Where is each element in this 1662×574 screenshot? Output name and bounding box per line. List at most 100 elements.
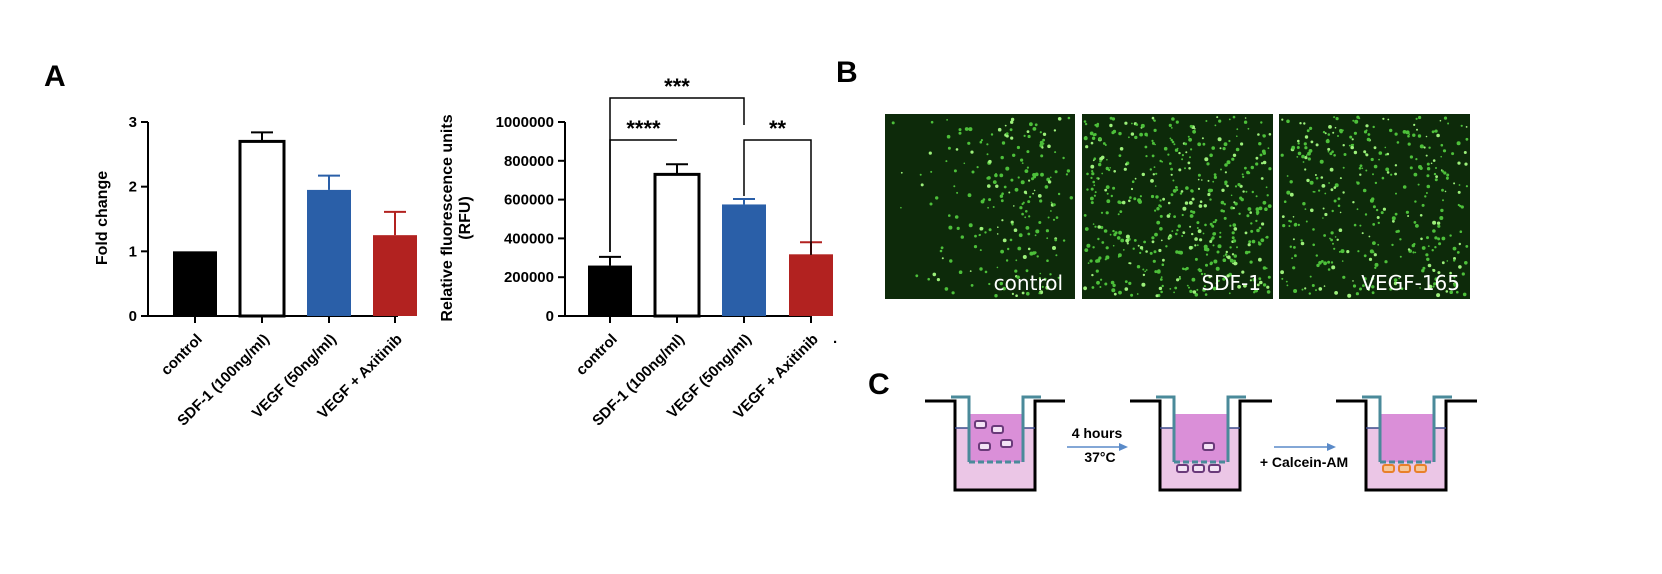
fluorescent-cell — [1426, 167, 1431, 171]
insert — [1156, 395, 1176, 462]
y-tick-label: 400000 — [504, 230, 554, 247]
fluorescent-cell — [1025, 269, 1029, 273]
fluorescent-cell — [1159, 278, 1163, 281]
fluorescent-cell — [1441, 261, 1445, 265]
fluorescent-cell — [1382, 117, 1385, 120]
fluorescent-cell — [1202, 288, 1206, 292]
micrograph-vegf165: VEGF-165 — [1279, 114, 1470, 299]
fluorescent-cell — [1000, 199, 1004, 203]
fluorescent-cell — [1353, 131, 1357, 135]
fluorescent-cell — [1091, 273, 1094, 277]
fluorescent-cell — [1292, 238, 1295, 241]
labeled-cell — [1414, 464, 1427, 473]
fluorescent-cell — [1000, 249, 1004, 254]
fluorescent-cell — [1330, 188, 1334, 192]
fluorescent-cell — [1233, 261, 1238, 266]
fluorescent-cell — [1255, 207, 1260, 212]
fluorescent-cell — [1032, 192, 1034, 195]
fluorescent-cell — [1267, 204, 1272, 209]
fluorescent-cell — [1332, 131, 1335, 134]
rfu-chart: Relative fluorescence units(RFU) . 0 2000… — [439, 74, 837, 429]
fluorescent-cell — [1365, 124, 1369, 128]
fluorescent-cell — [1303, 122, 1306, 125]
fluorescent-cell — [1337, 135, 1339, 137]
fluorescent-cell — [1322, 217, 1324, 219]
fluorescent-cell — [1371, 285, 1375, 289]
fluorescent-cell — [958, 131, 962, 135]
fluorescent-cell — [1250, 165, 1255, 170]
fluorescent-cell — [1367, 133, 1371, 136]
fluorescent-cell — [1173, 291, 1175, 294]
fluorescent-cell — [1132, 247, 1135, 250]
fluorescent-cell — [1301, 288, 1304, 291]
fluorescent-cell — [1188, 167, 1191, 170]
fluorescent-cell — [1304, 156, 1308, 160]
y-tick-label: 2 — [129, 179, 137, 196]
fluorescent-cell — [1262, 151, 1267, 155]
fluorescent-cell — [1361, 167, 1364, 170]
fluorescent-cell — [1046, 259, 1049, 263]
fluorescent-cell — [1453, 182, 1456, 185]
fluorescent-cell — [992, 180, 997, 185]
fluorescent-cell — [1136, 293, 1139, 295]
fluorescent-cell — [1222, 277, 1226, 281]
fluorescent-cell — [948, 214, 951, 217]
fluorescent-cell — [928, 151, 932, 155]
fluorescent-cell — [1315, 254, 1319, 257]
fluorescent-cell — [1157, 269, 1161, 273]
fluorescent-cell — [1321, 184, 1326, 188]
fluorescent-cell — [1022, 255, 1027, 259]
fluorescent-cell — [1342, 275, 1346, 279]
fluorescent-cell — [1223, 203, 1227, 206]
bar — [173, 251, 217, 316]
fluorescent-cell — [1342, 191, 1345, 194]
fluorescent-cell — [1238, 212, 1241, 215]
fluorescent-cell — [1232, 206, 1236, 210]
fluorescent-cell — [1043, 277, 1047, 281]
fluorescent-cell — [1041, 285, 1044, 288]
fluorescent-cell — [1134, 135, 1138, 140]
fluorescent-cell — [1190, 210, 1193, 213]
fluorescent-cell — [920, 183, 924, 187]
fluorescent-cell — [1333, 154, 1336, 157]
fluorescent-cell — [1091, 170, 1094, 173]
fluorescent-cell — [1194, 257, 1198, 261]
fluorescent-cell — [1327, 268, 1331, 271]
fluorescent-cell — [1258, 277, 1262, 281]
fluorescent-cell — [1250, 222, 1253, 225]
fluorescent-cell — [1386, 171, 1390, 174]
fluorescent-cell — [1372, 241, 1376, 246]
fluorescent-cell — [1156, 220, 1161, 225]
fluorescent-cell — [1258, 257, 1262, 262]
fluorescent-cell — [1027, 200, 1031, 204]
fluorescent-cell — [1378, 158, 1380, 161]
fluorescent-cell — [1005, 259, 1009, 262]
fluorescent-cell — [988, 159, 992, 164]
fluorescent-cell — [1371, 291, 1375, 295]
insert — [1021, 395, 1041, 462]
fluorescent-cell — [1369, 198, 1374, 203]
fluorescent-cell — [1112, 283, 1116, 288]
fluorescent-cell — [1136, 265, 1141, 269]
fluorescent-cell — [1262, 134, 1266, 138]
fluorescent-cell — [1091, 286, 1095, 289]
fluorescent-cell — [1231, 253, 1235, 256]
y-axis-title: Fold change — [94, 171, 111, 265]
fluorescent-cell — [1027, 134, 1031, 139]
fluorescent-cell — [1256, 228, 1260, 233]
fluorescent-cell — [1054, 238, 1058, 242]
fluorescent-cell — [1226, 160, 1231, 165]
fluorescent-cell — [1436, 293, 1441, 298]
fluorescent-cell — [1025, 192, 1028, 195]
fluorescent-cell — [1419, 214, 1423, 217]
fluorescent-cell — [1421, 203, 1425, 207]
fluorescent-cell — [1404, 287, 1407, 289]
step-arrow-2: + Calcein-AM — [1260, 443, 1348, 470]
fluorescent-cell — [1320, 176, 1324, 179]
fluorescent-cell — [1426, 162, 1430, 166]
fluorescent-cell — [1356, 181, 1360, 185]
fluorescent-cell — [1109, 123, 1113, 128]
fluorescent-cell — [1285, 280, 1288, 283]
fluorescent-cell — [1453, 259, 1456, 262]
fluorescent-cell — [1299, 122, 1302, 125]
